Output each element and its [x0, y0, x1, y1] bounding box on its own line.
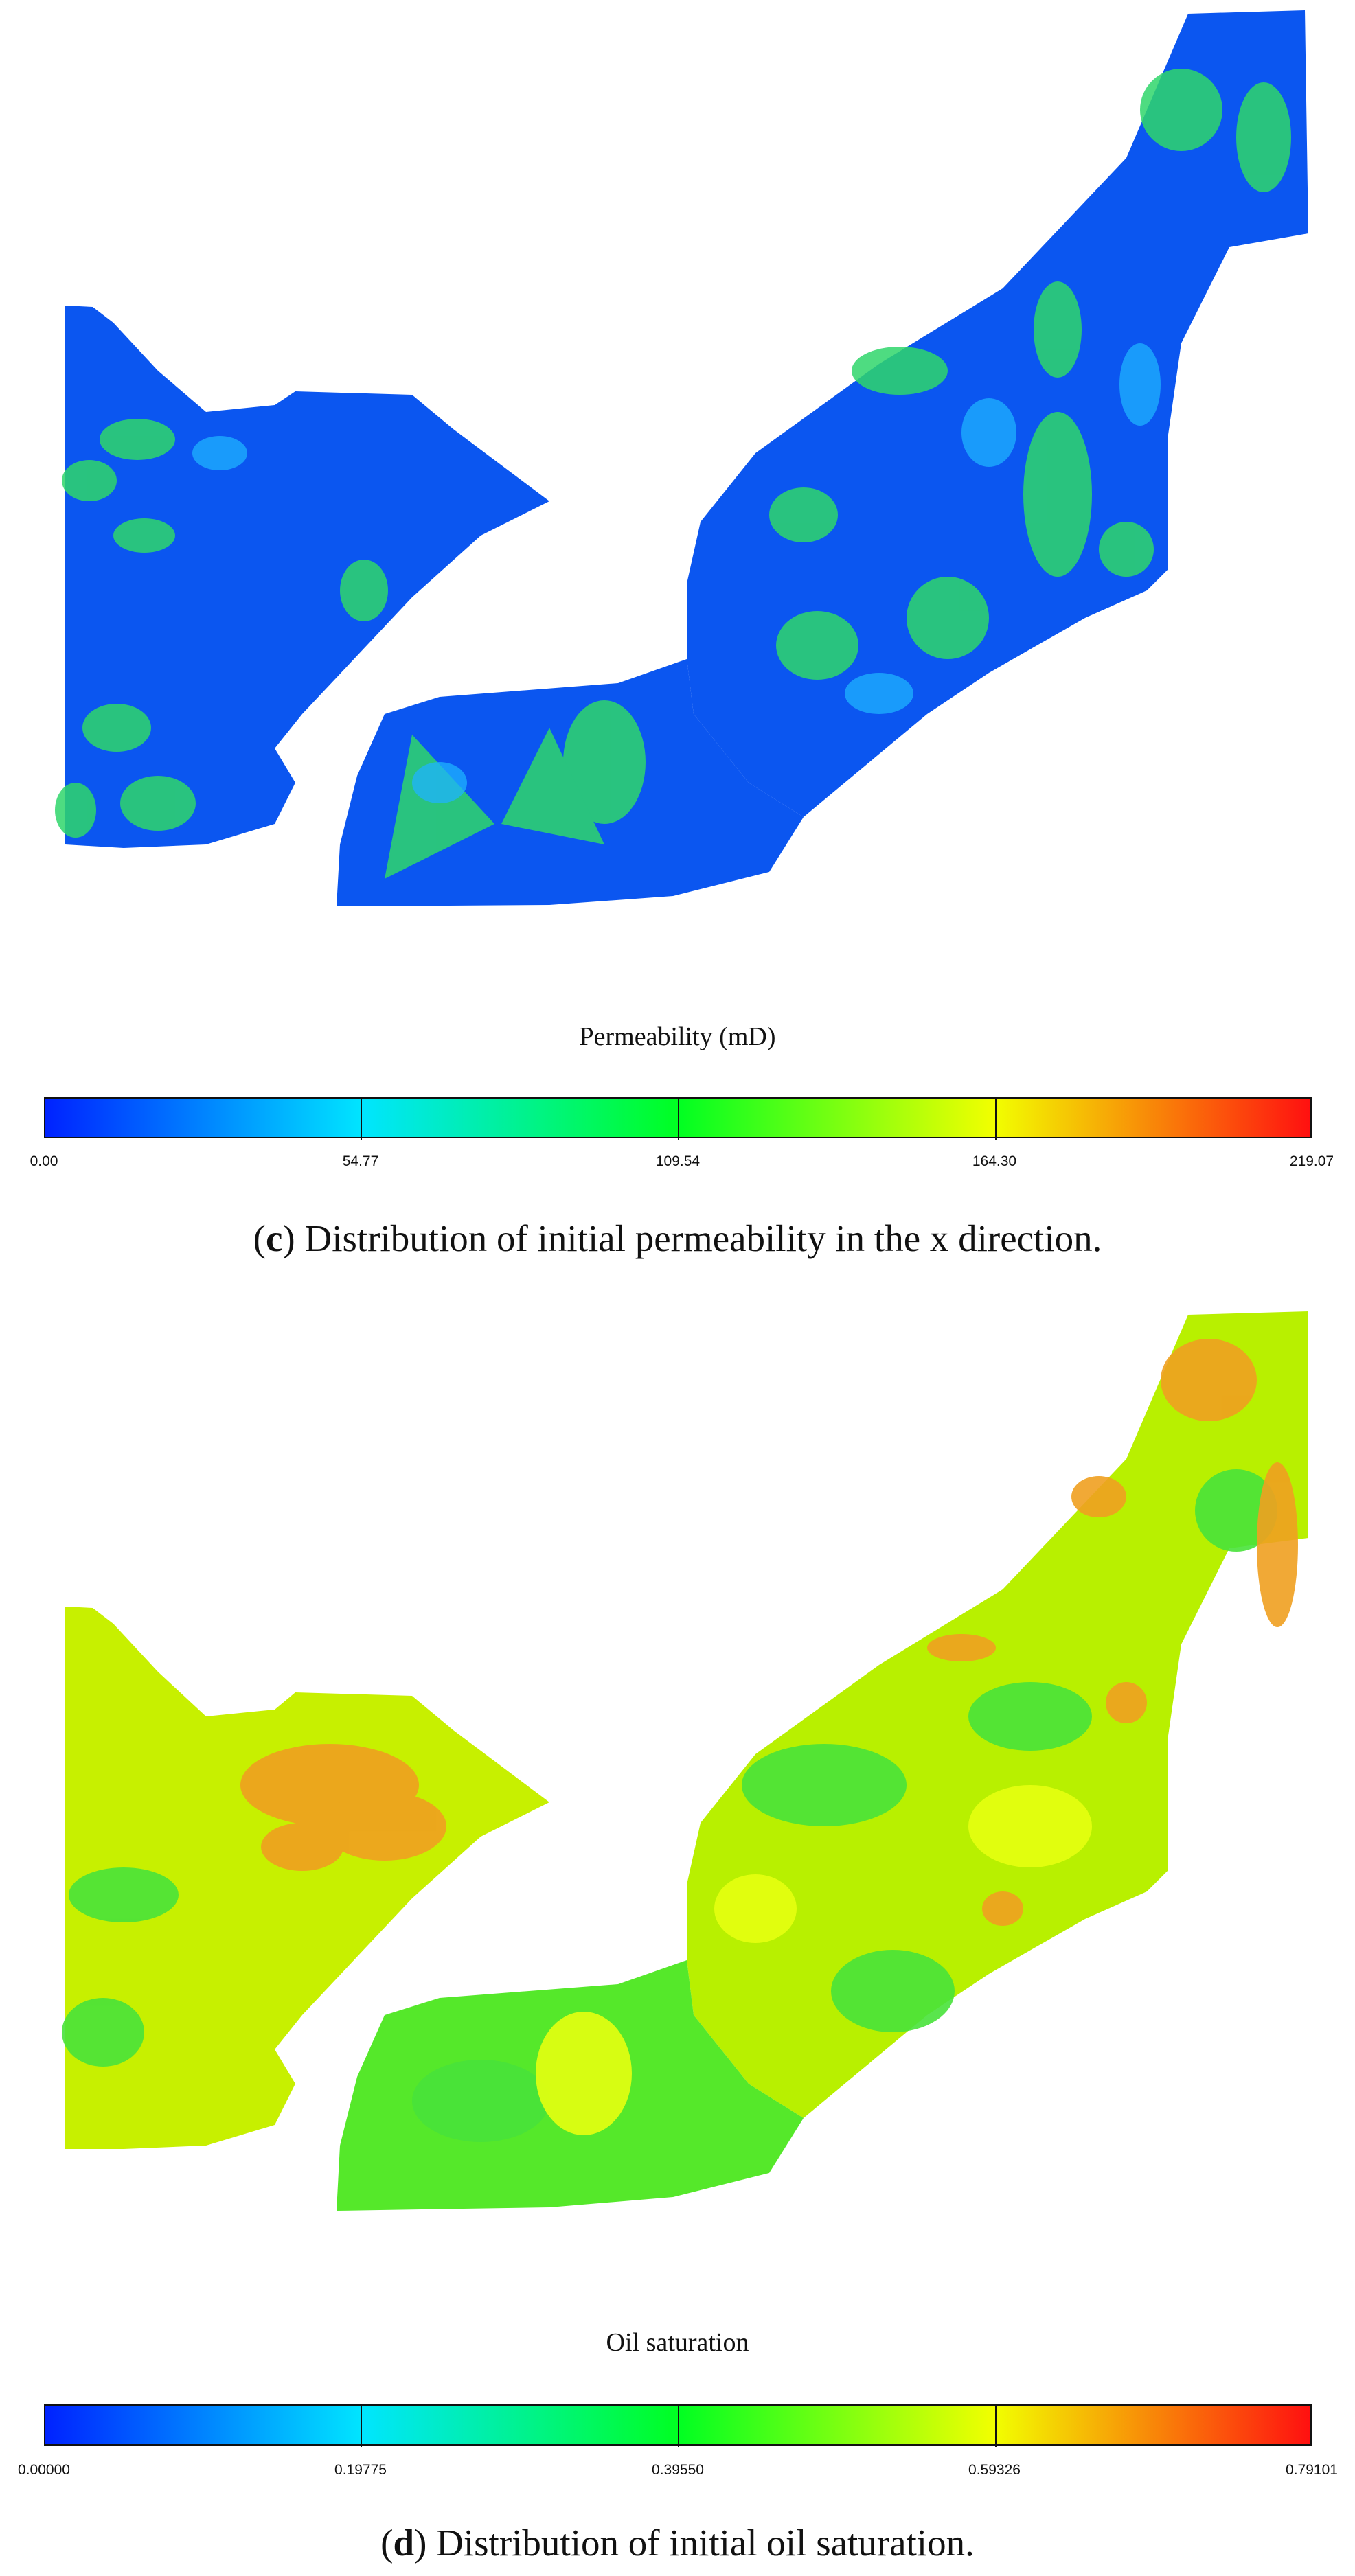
permeability-tick-mark [678, 1099, 679, 1140]
caption-text: Distribution of initial permeability in … [304, 1217, 1102, 1259]
permeability-tick-label: 54.77 [342, 1153, 379, 1169]
figure-caption-c: (c) Distribution of initial permeability… [253, 1217, 1102, 1259]
caption-text: Distribution of initial oil saturation. [436, 2522, 975, 2564]
oil-saturation-tick-label: 0.59326 [968, 2462, 1021, 2478]
oil-saturation-tick-mark [678, 2406, 679, 2447]
permeability-tick-label: 219.07 [1289, 1153, 1334, 1169]
permeability-tick-mark [361, 1099, 362, 1140]
oil-saturation-map [62, 1311, 1308, 2211]
oil-saturation-tick-label: 0.39550 [652, 2462, 704, 2478]
caption-letter: d [393, 2522, 415, 2564]
permeability-tick-label: 109.54 [655, 1153, 701, 1169]
oil-saturation-tick-label: 0.19775 [334, 2462, 387, 2478]
permeability-tick-mark [995, 1099, 997, 1140]
permeability-colorbar [44, 1097, 1312, 1140]
permeability-tick-label: 0.00 [30, 1153, 58, 1169]
permeability-map [55, 10, 1308, 906]
oil-saturation-tick-label: 0.00000 [18, 2462, 70, 2478]
oil-saturation-tick-mark [361, 2406, 362, 2447]
caption-letter: c [265, 1217, 283, 1259]
permeability-legend-title: Permeability (mD) [579, 1022, 776, 1051]
oil-saturation-tick-mark [995, 2406, 997, 2447]
oil-saturation-tick-label: 0.79101 [1286, 2462, 1338, 2478]
oil-saturation-colorbar [44, 2404, 1312, 2447]
oil-saturation-legend-title: Oil saturation [606, 2328, 749, 2357]
figure-caption-d: (d) Distribution of initial oil saturati… [380, 2522, 975, 2564]
permeability-tick-label: 164.30 [972, 1153, 1017, 1169]
